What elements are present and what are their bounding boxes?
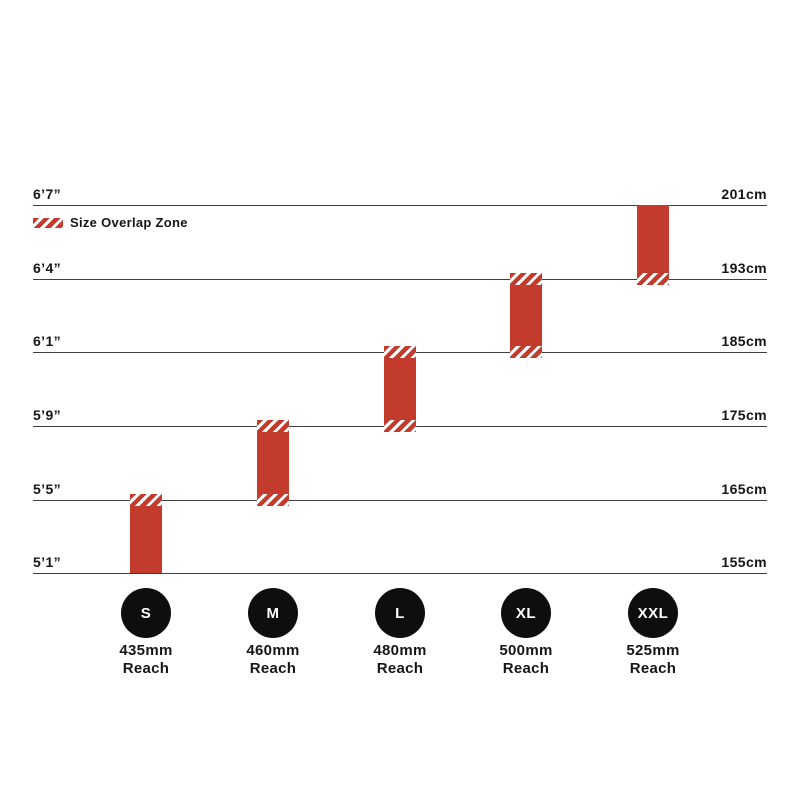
size-circle: L xyxy=(375,588,425,638)
reach-value: 525mm xyxy=(626,642,680,659)
reach-label: 525mm Reach xyxy=(588,642,718,678)
size-circle: S xyxy=(121,588,171,638)
legend-label: Size Overlap Zone xyxy=(70,215,188,230)
size-bar xyxy=(510,273,542,358)
overlap-hatch-top xyxy=(130,494,162,506)
reach-label: 500mm Reach xyxy=(461,642,591,678)
overlap-hatch-bottom xyxy=(637,273,669,285)
reach-word: Reach xyxy=(629,660,677,677)
size-bar xyxy=(257,420,289,506)
gridline xyxy=(33,279,767,280)
axis-label-right: 155cm xyxy=(721,554,767,570)
reach-value: 500mm xyxy=(499,642,553,659)
gridline xyxy=(33,500,767,501)
overlap-hatch-bottom xyxy=(384,420,416,432)
reach-word: Reach xyxy=(502,660,550,677)
overlap-hatch-bottom xyxy=(257,494,289,506)
size-circle-label: L xyxy=(395,604,405,622)
gridline xyxy=(33,573,767,574)
size-circle: M xyxy=(248,588,298,638)
reach-word: Reach xyxy=(376,660,424,677)
overlap-hatch-swatch-icon xyxy=(33,217,63,228)
axis-label-left: 5’9” xyxy=(33,407,62,423)
size-circle-label: S xyxy=(140,604,152,622)
reach-word: Reach xyxy=(249,660,297,677)
axis-label-right: 175cm xyxy=(721,407,767,423)
legend: Size Overlap Zone xyxy=(33,215,188,230)
reach-value: 435mm xyxy=(119,642,173,659)
axis-label-left: 6’1” xyxy=(33,333,62,349)
overlap-hatch-top xyxy=(510,273,542,285)
reach-label: 460mm Reach xyxy=(208,642,338,678)
reach-label: 480mm Reach xyxy=(335,642,465,678)
size-circle-label: M xyxy=(266,604,280,622)
size-bar xyxy=(130,494,162,573)
size-circle-label: XL xyxy=(515,604,537,622)
axis-label-left: 6’7” xyxy=(33,186,62,202)
axis-label-left: 5’5” xyxy=(33,481,62,497)
overlap-hatch-top xyxy=(384,346,416,358)
gridline xyxy=(33,205,767,206)
overlap-hatch-bottom xyxy=(510,346,542,358)
overlap-hatch-top xyxy=(257,420,289,432)
reach-label: 435mm Reach xyxy=(81,642,211,678)
size-circle-label: XXL xyxy=(637,604,669,622)
reach-word: Reach xyxy=(122,660,170,677)
reach-value: 460mm xyxy=(246,642,300,659)
size-bar xyxy=(384,346,416,432)
size-circle: XXL xyxy=(628,588,678,638)
axis-label-right: 193cm xyxy=(721,260,767,276)
reach-value: 480mm xyxy=(373,642,427,659)
axis-label-left: 5’1” xyxy=(33,554,62,570)
axis-label-right: 201cm xyxy=(721,186,767,202)
axis-label-right: 185cm xyxy=(721,333,767,349)
axis-label-right: 165cm xyxy=(721,481,767,497)
size-circle: XL xyxy=(501,588,551,638)
size-bar xyxy=(637,205,669,285)
axis-label-left: 6’4” xyxy=(33,260,62,276)
